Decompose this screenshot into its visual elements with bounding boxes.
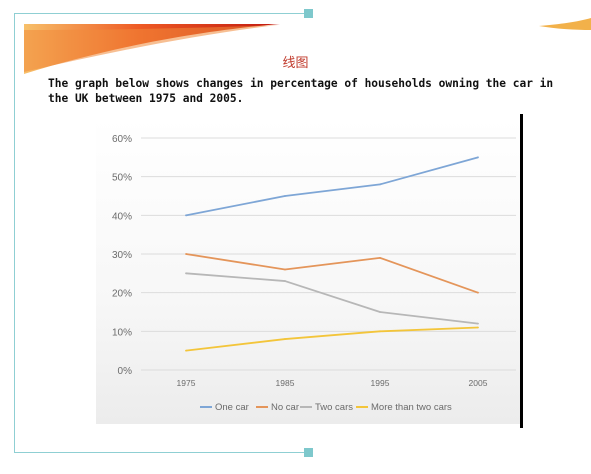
y-tick-label: 60% — [112, 134, 132, 145]
data-point-one-car — [379, 183, 381, 186]
series-line-one-car — [185, 156, 479, 217]
legend-label: No car — [271, 402, 299, 413]
legend-label: More than two cars — [371, 402, 452, 413]
data-point-one-car — [477, 156, 479, 159]
y-tick-label: 10% — [112, 327, 132, 338]
data-point-no-car — [185, 253, 187, 255]
x-tick-label: 1985 — [276, 378, 295, 388]
data-point-more-than-two-cars — [185, 349, 187, 352]
data-point-more-than-two-cars — [477, 326, 479, 329]
data-point-no-car — [477, 291, 479, 294]
x-tick-label: 1995 — [371, 378, 390, 388]
data-point-one-car — [284, 195, 286, 197]
x-tick-label: 2005 — [469, 378, 488, 388]
chart-panel: 0% 10% 20% 30% 40% 50% 60% 1975 1985 1995 2005 One … — [96, 118, 520, 424]
data-point-one-car — [185, 214, 187, 217]
data-point-more-than-two-cars — [284, 338, 286, 340]
slide-title: 线图 — [282, 56, 309, 71]
series-line-more-than-two-cars — [185, 326, 479, 352]
data-point-two-cars — [477, 322, 479, 325]
decorative-swoosh-left — [24, 24, 280, 74]
frame-corner-bottom — [304, 448, 313, 457]
series-line-two-cars — [185, 272, 479, 325]
frame-top-line — [14, 13, 308, 14]
x-tick-label: 1975 — [177, 378, 196, 388]
data-point-two-cars — [379, 311, 381, 313]
data-point-two-cars — [185, 272, 187, 275]
decorative-swoosh-right — [539, 18, 591, 30]
frame-left-line — [14, 13, 15, 453]
y-tick-label: 30% — [112, 250, 132, 261]
data-point-two-cars — [284, 280, 286, 282]
line-chart: 0% 10% 20% 30% 40% 50% 60% 1975 1985 1995 2005 One … — [112, 134, 516, 413]
legend-label: One car — [215, 402, 249, 413]
frame-bottom-line — [14, 452, 308, 453]
data-point-no-car — [379, 256, 381, 259]
data-point-no-car — [284, 268, 286, 271]
data-point-more-than-two-cars — [379, 330, 381, 333]
y-tick-label: 50% — [112, 173, 132, 184]
y-tick-label: 40% — [112, 211, 132, 222]
frame-corner-top — [304, 9, 313, 18]
y-tick-label: 20% — [112, 289, 132, 300]
chart-description: The graph below shows changes in percent… — [48, 77, 554, 105]
chart-right-border — [520, 114, 523, 428]
y-tick-label: 0% — [118, 366, 133, 377]
series-line-no-car — [185, 253, 479, 294]
legend-label: Two cars — [315, 402, 353, 413]
